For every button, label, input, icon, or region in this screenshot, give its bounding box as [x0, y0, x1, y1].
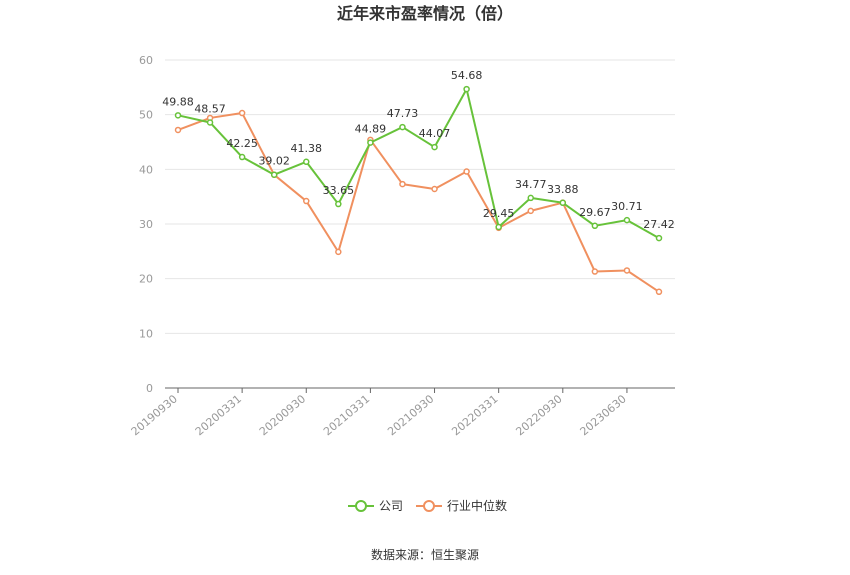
chart-title: 近年来市盈率情况（倍） [337, 4, 513, 23]
data-point [655, 234, 663, 242]
legend-item-company[interactable]: 公司 [348, 499, 403, 513]
data-point [623, 267, 631, 274]
data-label: 44.89 [355, 123, 387, 136]
y-tick-label: 60 [139, 54, 153, 67]
data-point [335, 200, 342, 208]
x-tick-label: 20210331 [321, 392, 372, 438]
data-point [463, 85, 470, 93]
data-point [206, 119, 214, 126]
data-point [527, 194, 534, 202]
data-label: 34.77 [515, 178, 547, 191]
x-tick-label: 20230630 [578, 392, 629, 438]
data-label: 48.57 [194, 102, 226, 115]
y-tick-label: 50 [139, 109, 153, 122]
series-group [174, 85, 663, 296]
data-point [655, 288, 663, 296]
data-point [238, 109, 246, 117]
legend-label: 行业中位数 [447, 498, 507, 513]
data-label: 47.73 [387, 107, 419, 120]
series-line-company [177, 88, 660, 239]
x-tick-label: 20200930 [257, 392, 308, 438]
data-point [431, 185, 438, 193]
x-axis: 20190930 20200331 20200930 20210331 20210930… [129, 387, 675, 438]
data-label: 54.68 [451, 69, 483, 82]
data-point [335, 248, 342, 256]
y-tick-label: 0 [146, 382, 153, 395]
data-point [591, 222, 599, 230]
data-label: 33.88 [547, 183, 579, 196]
y-tick-label: 30 [139, 218, 153, 231]
data-point [399, 180, 406, 188]
data-point [559, 199, 567, 207]
legend[interactable]: 公司 行业中位数 [348, 498, 507, 513]
legend-marker [355, 500, 367, 512]
data-label: 41.38 [291, 142, 323, 155]
data-point [367, 139, 374, 146]
data-point [527, 207, 534, 215]
data-point [463, 168, 470, 175]
data-point [303, 197, 310, 205]
data-point [495, 223, 502, 231]
data-point [399, 123, 406, 131]
legend-marker [423, 500, 435, 512]
x-tick-label: 20210930 [385, 392, 436, 438]
data-label: 44.07 [419, 127, 451, 140]
data-point [303, 158, 310, 166]
data-point [623, 216, 631, 224]
y-tick-label: 10 [139, 327, 153, 340]
data-label: 29.67 [579, 206, 611, 219]
series-line-industry-median [177, 112, 660, 293]
data-point [174, 126, 182, 134]
x-tick-label: 20190930 [129, 392, 180, 438]
data-point [431, 143, 438, 151]
x-tick-label: 20220331 [449, 392, 500, 438]
legend-label: 公司 [379, 499, 403, 513]
data-point [270, 171, 278, 178]
data-label: 33.65 [323, 184, 355, 197]
grid-lines [165, 59, 675, 334]
source-note: 数据来源：恒生聚源 [371, 547, 479, 562]
data-point [591, 268, 599, 275]
x-tick-label: 20220930 [513, 392, 564, 438]
y-tick-label: 20 [139, 273, 153, 286]
y-axis: 0 10 20 30 40 50 60 [139, 54, 153, 395]
data-label: 39.02 [258, 155, 290, 168]
data-label: 49.88 [162, 95, 194, 108]
y-tick-label: 40 [139, 163, 153, 176]
legend-item-industry-median[interactable]: 行业中位数 [416, 498, 507, 513]
data-point [238, 153, 246, 161]
data-label: 30.71 [611, 200, 643, 213]
data-label: 42.25 [226, 137, 258, 150]
data-point [174, 112, 182, 119]
data-label: 29.45 [483, 207, 515, 220]
x-tick-label: 20200331 [193, 392, 244, 438]
data-label: 27.42 [643, 218, 675, 231]
